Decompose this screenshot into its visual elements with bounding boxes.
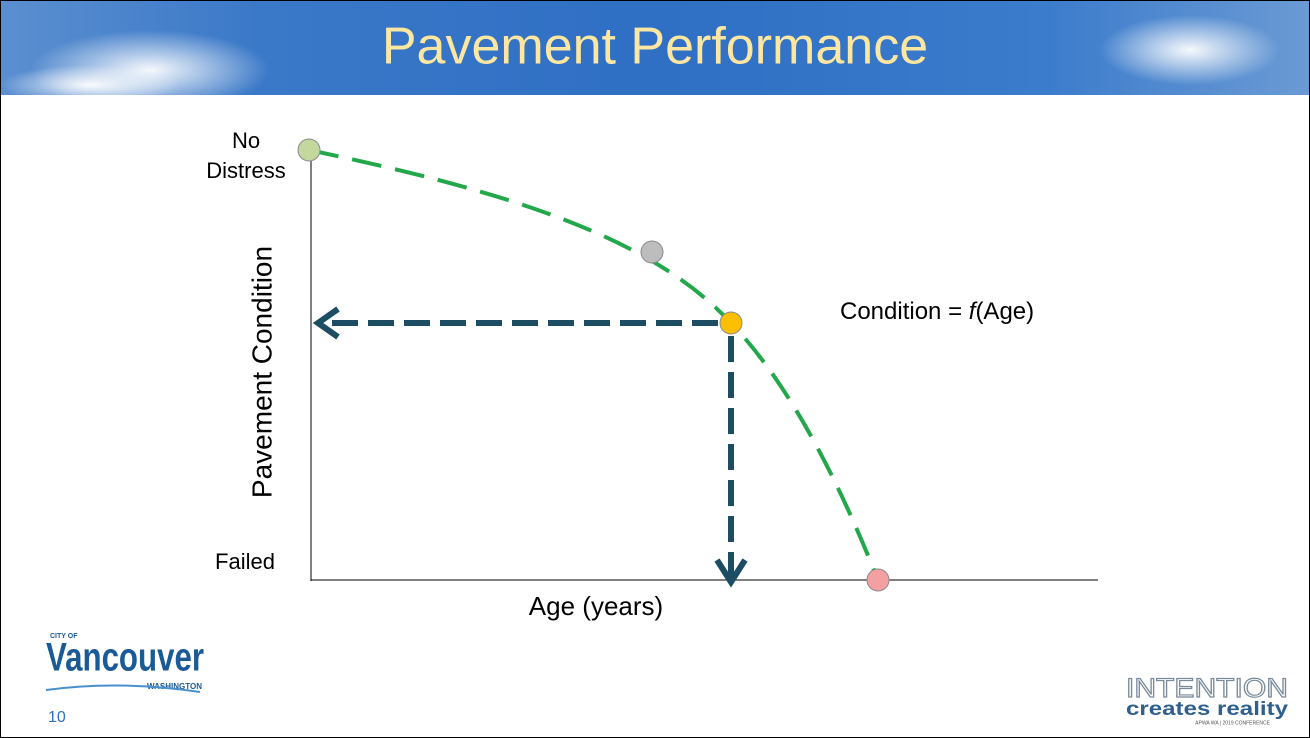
equation-lhs: Condition = [840,298,969,325]
y-axis-label: Pavement Condition [246,246,277,498]
point-failed [867,569,889,591]
cloud [0,65,180,105]
logo-name: Vancouver [46,636,204,680]
cloud [1100,15,1280,85]
point-new [298,139,320,161]
point-current [720,312,742,334]
point-mid [641,241,663,263]
bottom-label: Failed [215,549,275,574]
x-axis-label: Age (years) [529,591,663,621]
equation: Condition = f(Age) [840,298,1034,325]
top-label: No [232,128,260,153]
top-label: Distress [206,158,285,183]
intention-logo: INTENTION creates reality APWA WA | 2019… [1126,673,1289,726]
logo-line3: APWA WA | 2019 CONFERENCE [1195,720,1271,726]
slide-number: 10 [48,709,66,726]
slide-border [1,1,1310,738]
title: Pavement Performance [382,18,928,76]
logo-line2: creates reality [1126,699,1289,720]
equation-arg: (Age) [975,298,1034,325]
slide: Pavement Performance No Distress Failed … [0,0,1310,738]
